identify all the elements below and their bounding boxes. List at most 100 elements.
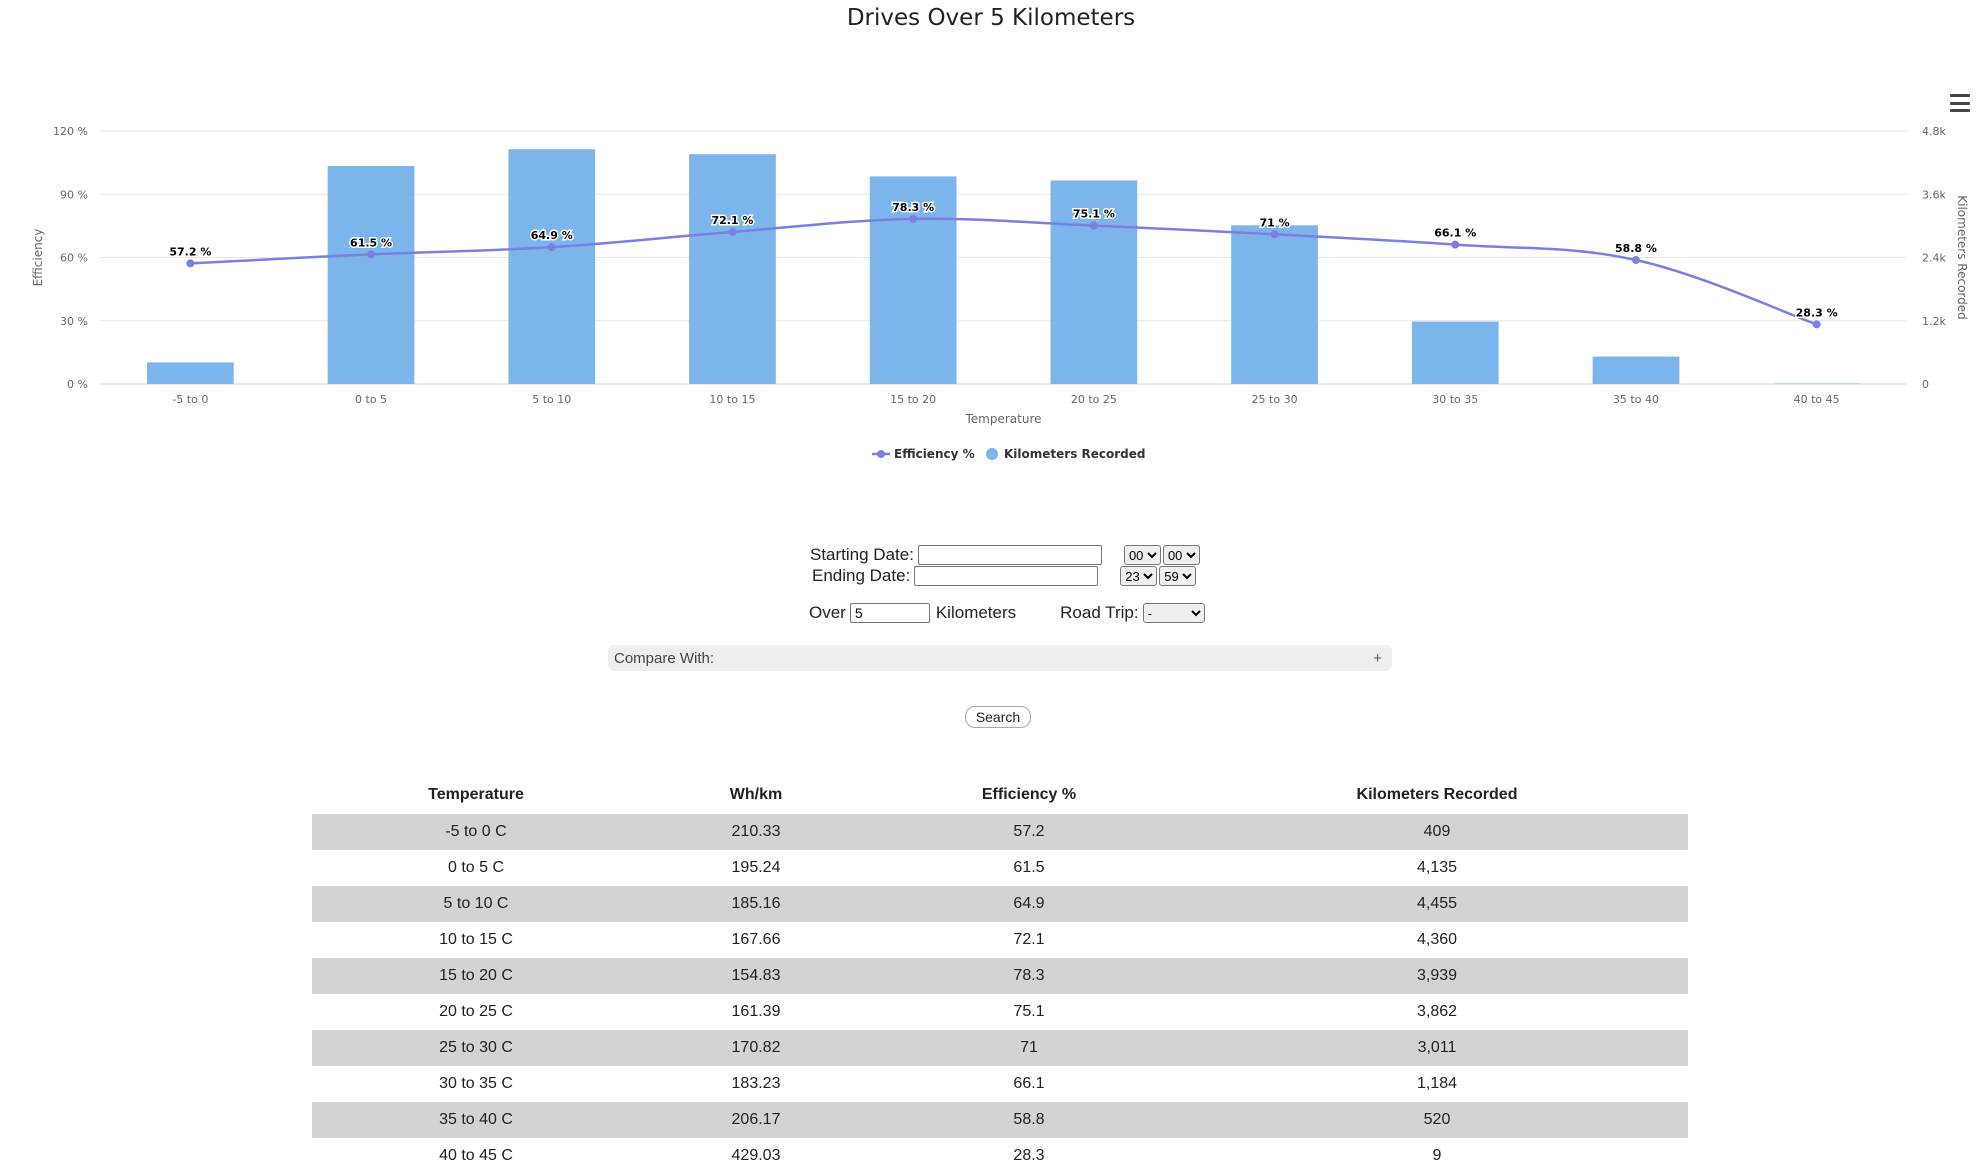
temperature-cell: 35 to 40 C	[439, 1111, 513, 1128]
wh-km-cell: 183.23	[731, 1075, 781, 1092]
over-km-input[interactable]	[849, 603, 930, 623]
y-left-tick-label: 120 %	[53, 125, 88, 138]
table-row: -5 to 0 C 210.33 57.2 409	[312, 814, 1688, 850]
expand-plus-icon[interactable]: +	[1373, 649, 1382, 667]
kilometers-cell: 4,455	[1416, 895, 1458, 912]
x-tick-label: 40 to 45	[1794, 393, 1840, 406]
efficiency-point	[1089, 221, 1098, 230]
bar-kilometers-recorded	[1050, 180, 1138, 384]
compare-with-bar[interactable]: Compare With: +	[608, 645, 1392, 671]
efficiency-data-label: 72.1 %	[711, 214, 753, 227]
efficiency-cell: 72.1	[1013, 931, 1045, 948]
header-efficiency: Efficiency %	[981, 786, 1077, 803]
table-row: 40 to 45 C 429.03 28.3 9	[312, 1138, 1688, 1174]
starting-date-input[interactable]	[917, 545, 1102, 565]
end-minute-select[interactable]: 59	[1159, 566, 1197, 586]
wh-km-cell: 167.66	[731, 931, 781, 948]
header-kilometers-recorded: Kilometers Recorded	[1356, 786, 1518, 803]
bar-kilometers-recorded	[1231, 225, 1318, 384]
ending-date-label: Ending Date:	[812, 566, 911, 585]
road-trip-select[interactable]: -	[1142, 603, 1205, 623]
y-right-tick-label: 2.4k	[1922, 252, 1946, 265]
kilometers-cell: 409	[1423, 823, 1451, 840]
kilometers-cell: 3,011	[1417, 1039, 1457, 1056]
temperature-cell: 0 to 5 C	[447, 859, 505, 876]
x-tick-label: 20 to 25	[1071, 393, 1117, 406]
kilometers-cell: 3,862	[1416, 1003, 1458, 1020]
table-row: 35 to 40 C 206.17 58.8 520	[312, 1102, 1688, 1138]
temperature-cell: 15 to 20 C	[439, 967, 513, 984]
efficiency-table: Temperature Wh/km Efficiency % Kilometer…	[312, 776, 1688, 1174]
kilometers-label: Kilometers	[935, 603, 1017, 622]
efficiency-cell: 66.1	[1013, 1075, 1045, 1092]
temperature-cell: 5 to 10 C	[443, 895, 509, 912]
start-minute-select[interactable]: 00	[1162, 545, 1200, 565]
wh-km-cell: 195.24	[731, 859, 781, 876]
table-row: 25 to 30 C 170.82 71 3,011	[312, 1030, 1688, 1066]
efficiency-cell: 64.9	[1013, 895, 1045, 912]
compare-with-label: Compare With:	[614, 649, 715, 667]
table-row: 30 to 35 C 183.23 66.1 1,184	[312, 1066, 1688, 1102]
wh-km-cell: 185.16	[731, 895, 781, 912]
y-left-tick-label: 60 %	[60, 252, 88, 265]
efficiency-point	[1451, 240, 1460, 249]
efficiency-cell: 78.3	[1013, 967, 1045, 984]
bar-kilometers-recorded	[508, 149, 596, 384]
efficiency-point	[909, 214, 918, 223]
x-tick-label: 35 to 40	[1613, 393, 1659, 406]
legend-kilometers-label: Kilometers Recorded	[1004, 447, 1146, 461]
efficiency-data-label: 58.8 %	[1615, 242, 1657, 255]
efficiency-data-label: 78.3 %	[892, 201, 934, 214]
efficiency-point	[1270, 230, 1279, 239]
efficiency-data-label: 61.5 %	[350, 236, 392, 249]
table-row: 20 to 25 C 161.39 75.1 3,862	[312, 994, 1688, 1030]
chart-svg: Drives Over 5 Kilometers 0 % 0 30 % 1.2k 60 %…	[31, 5, 1969, 461]
y-left-tick-label: 30 %	[60, 315, 88, 328]
efficiency-data-label: 66.1 %	[1434, 227, 1476, 240]
y-right-tick-label: 4.8k	[1922, 125, 1946, 138]
search-button[interactable]: Search	[965, 706, 1031, 728]
wh-km-cell: 206.17	[731, 1111, 781, 1128]
efficiency-data-label: 64.9 %	[531, 229, 573, 242]
efficiency-data-label: 71 %	[1259, 216, 1289, 229]
wh-km-cell: 429.03	[731, 1147, 781, 1164]
x-tick-label: 5 to 10	[532, 393, 571, 406]
y-right-axis-title: Kilometers Recorded	[1955, 195, 1969, 320]
efficiency-data-label: 75.1 %	[1073, 208, 1115, 221]
efficiency-line	[190, 217, 1818, 326]
bar-kilometers-recorded	[1411, 321, 1499, 384]
chart-menu-icon[interactable]	[1950, 92, 1970, 114]
temperature-cell: -5 to 0 C	[445, 823, 507, 840]
efficiency-cell: 58.8	[1013, 1111, 1045, 1128]
bar-kilometers-recorded	[869, 176, 957, 384]
end-hour-select[interactable]: 23	[1120, 566, 1158, 586]
wh-km-cell: 210.33	[731, 823, 781, 840]
efficiency-cell: 61.5	[1013, 859, 1045, 876]
bar-kilometers-recorded	[1592, 356, 1680, 384]
road-trip-label: Road Trip:	[1060, 603, 1139, 622]
efficiency-point	[1631, 256, 1640, 265]
header-wh-km: Wh/km	[729, 786, 783, 803]
efficiency-cell: 28.3	[1013, 1147, 1045, 1164]
efficiency-cell: 57.2	[1013, 823, 1045, 840]
chart-title: Drives Over 5 Kilometers	[847, 5, 1135, 31]
start-hour-select[interactable]: 00	[1123, 545, 1161, 565]
table-row: 0 to 5 C 195.24 61.5 4,135	[312, 850, 1688, 886]
efficiency-point	[728, 227, 737, 236]
over-label: Over	[809, 603, 846, 622]
ending-date-input[interactable]	[914, 566, 1099, 586]
efficiency-point	[547, 243, 556, 252]
table-row: 10 to 15 C 167.66 72.1 4,360	[312, 922, 1688, 958]
efficiency-point	[186, 259, 195, 268]
y-left-tick-label: 90 %	[60, 188, 88, 201]
kilometers-cell: 4,135	[1416, 859, 1458, 876]
y-right-tick-label: 3.6k	[1922, 188, 1946, 201]
y-right-tick-label: 0	[1922, 378, 1929, 391]
x-tick-label: 30 to 35	[1432, 393, 1478, 406]
x-tick-label: 15 to 20	[890, 393, 936, 406]
kilometers-cell: 3,939	[1416, 967, 1458, 984]
x-tick-label: 10 to 15	[709, 393, 755, 406]
starting-date-label: Starting Date:	[810, 545, 914, 564]
bar-kilometers-recorded	[1773, 383, 1861, 385]
legend-bar-symbol	[986, 448, 998, 460]
